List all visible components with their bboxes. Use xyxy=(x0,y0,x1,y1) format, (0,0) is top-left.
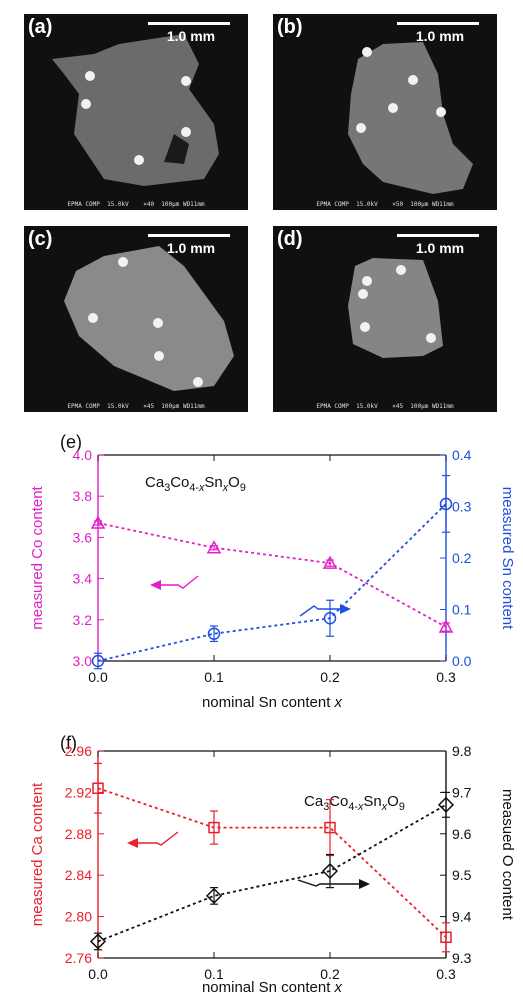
data-point xyxy=(439,497,453,511)
footer-d: EPMA COMP 15.0kV ×45 100μm WD11mm xyxy=(316,403,454,410)
micrograph-b: (b) 1.0 mm EPMA COMP 15.0kV ×50 100μm WD… xyxy=(273,14,497,210)
left-axis-arrow xyxy=(127,831,179,848)
panel-label: (e) xyxy=(60,432,82,452)
series-line xyxy=(97,787,447,938)
right-y-tick-label: 0.3 xyxy=(452,499,472,515)
data-point xyxy=(208,821,220,834)
footer-c: EPMA COMP 15.0kV ×45 100μm WD11mm xyxy=(67,403,205,410)
micrograph-c: (c) 1.0 mm EPMA COMP 15.0kV ×45 100μm WD… xyxy=(24,226,248,412)
series-line xyxy=(97,503,447,662)
scale-bar-c xyxy=(148,234,230,237)
x-axis-label: nominal Sn content x xyxy=(202,694,343,711)
right-axis-arrow xyxy=(299,604,351,617)
panel-label-c: (c) xyxy=(28,228,53,250)
right-y-tick-label: 9.5 xyxy=(452,867,472,883)
scale-text-c: 1.0 mm xyxy=(166,240,216,256)
data-point xyxy=(91,654,105,668)
right-y-tick-label: 9.8 xyxy=(452,743,472,759)
data-point xyxy=(92,782,104,795)
series-line xyxy=(97,804,447,943)
left-y-tick-label: 3.2 xyxy=(73,612,93,628)
specimen-image-d xyxy=(348,258,443,358)
data-point xyxy=(206,540,222,554)
scale-bar-a xyxy=(148,22,230,25)
formula-label: Ca3Co4-xSnxO9 xyxy=(145,474,246,494)
data-point xyxy=(323,612,337,625)
x-tick-label: 0.2 xyxy=(320,669,340,685)
right-y-axis-label: measured Sn content xyxy=(499,487,516,630)
left-y-axis-label: measured Ca content xyxy=(29,782,46,926)
footer-b: EPMA COMP 15.0kV ×50 100μm WD11mm xyxy=(316,201,454,208)
right-y-tick-label: 0.2 xyxy=(452,550,472,566)
specimen-image-a xyxy=(52,34,219,186)
x-tick-label: 0.1 xyxy=(204,966,224,982)
right-y-tick-label: 9.3 xyxy=(452,950,472,966)
scale-text-b: 1.0 mm xyxy=(415,28,465,44)
right-y-tick-label: 9.4 xyxy=(452,909,472,925)
left-y-tick-label: 2.84 xyxy=(65,867,92,883)
panel-label-a: (a) xyxy=(28,16,53,38)
specimen-image-b xyxy=(348,42,473,194)
left-y-axis-label: measured Co content xyxy=(29,485,46,629)
left-y-tick-label: 2.88 xyxy=(65,826,92,842)
right-y-tick-label: 0.1 xyxy=(452,602,472,618)
left-y-tick-label: 3.8 xyxy=(73,488,93,504)
x-tick-label: 0.0 xyxy=(88,669,108,685)
data-point xyxy=(324,821,336,834)
specimen-image-c xyxy=(64,246,234,391)
left-y-tick-label: 3.4 xyxy=(73,571,93,587)
scale-bar-d xyxy=(397,234,479,237)
right-y-tick-label: 0.0 xyxy=(452,653,472,669)
left-y-tick-label: 2.92 xyxy=(65,784,92,800)
right-y-axis-label: measued O content xyxy=(499,789,516,921)
scale-text-a: 1.0 mm xyxy=(166,28,216,44)
data-point xyxy=(322,555,338,569)
x-tick-label: 0.0 xyxy=(88,966,108,982)
right-axis-arrow xyxy=(297,879,370,889)
x-tick-label: 0.1 xyxy=(204,669,224,685)
footer-a: EPMA COMP 15.0kV ×40 100μm WD11mm xyxy=(67,201,205,208)
panel-label-d: (d) xyxy=(277,228,303,250)
right-y-tick-label: 9.7 xyxy=(452,784,472,800)
left-y-tick-label: 4.0 xyxy=(73,447,93,463)
left-y-tick-label: 3.6 xyxy=(73,529,93,545)
left-y-tick-label: 2.80 xyxy=(65,909,92,925)
series-line xyxy=(97,522,447,628)
data-point xyxy=(440,931,452,944)
data-point xyxy=(205,887,223,904)
left-y-tick-label: 3.0 xyxy=(73,653,93,669)
x-axis-label: nominal Sn content x xyxy=(202,979,343,992)
micrograph-a: (a) 1.0 mm EPMA COMP 15.0kV ×40 100μm WD… xyxy=(24,14,248,210)
left-axis-arrow xyxy=(150,575,199,590)
x-tick-label: 0.3 xyxy=(436,966,456,982)
right-y-tick-label: 9.6 xyxy=(452,826,472,842)
scale-bar-b xyxy=(397,22,479,25)
data-point xyxy=(438,619,454,633)
panel-label-b: (b) xyxy=(277,16,303,38)
x-tick-label: 0.3 xyxy=(436,669,456,685)
micrograph-d: (d) 1.0 mm EPMA COMP 15.0kV ×45 100μm WD… xyxy=(273,226,497,412)
formula-label: Ca3Co4-xSnxO9 xyxy=(304,793,405,813)
data-point xyxy=(207,627,221,640)
data-point xyxy=(90,515,106,529)
data-point xyxy=(321,862,339,880)
x-tick-label: 0.2 xyxy=(320,966,340,982)
data-point xyxy=(437,796,455,813)
left-y-tick-label: 2.96 xyxy=(65,743,92,759)
right-y-tick-label: 0.4 xyxy=(452,447,472,463)
left-y-tick-label: 2.76 xyxy=(65,950,92,966)
scale-text-d: 1.0 mm xyxy=(415,240,465,256)
panel-label: (f) xyxy=(60,733,77,753)
data-point xyxy=(89,933,107,950)
